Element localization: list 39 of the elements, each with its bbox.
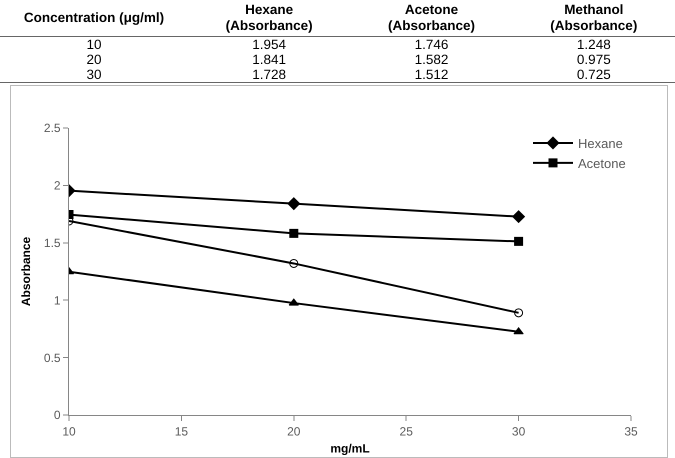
point [288,298,299,306]
y-tick-label: 0 [54,408,61,422]
x-tick-label: 25 [400,424,414,438]
y-tick-label: 1.5 [44,236,61,250]
point [512,210,525,223]
text: Concentration (μg/ml) [0,0,188,36]
data-label: 0.975 [576,52,612,67]
x-axis-title: mg/mL [330,441,370,456]
data-label: 0.725 [512,67,675,82]
data-label: 1.841 [251,52,288,67]
x-tick-label: 30 [512,424,526,438]
text: Acetone (Absorbance) [386,2,476,34]
text: Hexane (Absorbance) [224,2,314,34]
category-label: 10 [85,36,103,52]
point [514,308,524,318]
y-tick-label: 2 [54,178,61,193]
data-label: 1.954 [251,36,288,52]
x-tick-label: 10 [62,424,76,438]
y-axis-title: Absorbance [19,236,34,306]
category-label: 20 [85,52,103,67]
data-label: 1.746 [414,36,450,52]
point [287,197,300,210]
data-label: 1.728 [188,67,350,82]
x-tick-label: 35 [624,424,638,438]
y-tick-label: 1 [54,293,61,308]
legend-label: Hexane [578,136,623,152]
point [289,258,298,268]
y-tick-label: 0.5 [44,350,61,365]
data-label: 1.512 [350,67,513,82]
text: Methanol (Absorbance) [549,2,638,34]
point [289,228,298,238]
point [514,236,524,246]
y-tick-label: 2.5 [44,121,61,136]
data-label: 1.582 [414,52,450,67]
category-label: 30 [0,67,188,82]
legend-label: Acetone [578,156,626,171]
data-label: 1.248 [576,36,612,52]
x-tick-label: 20 [287,424,301,438]
x-tick-label: 15 [174,424,188,438]
